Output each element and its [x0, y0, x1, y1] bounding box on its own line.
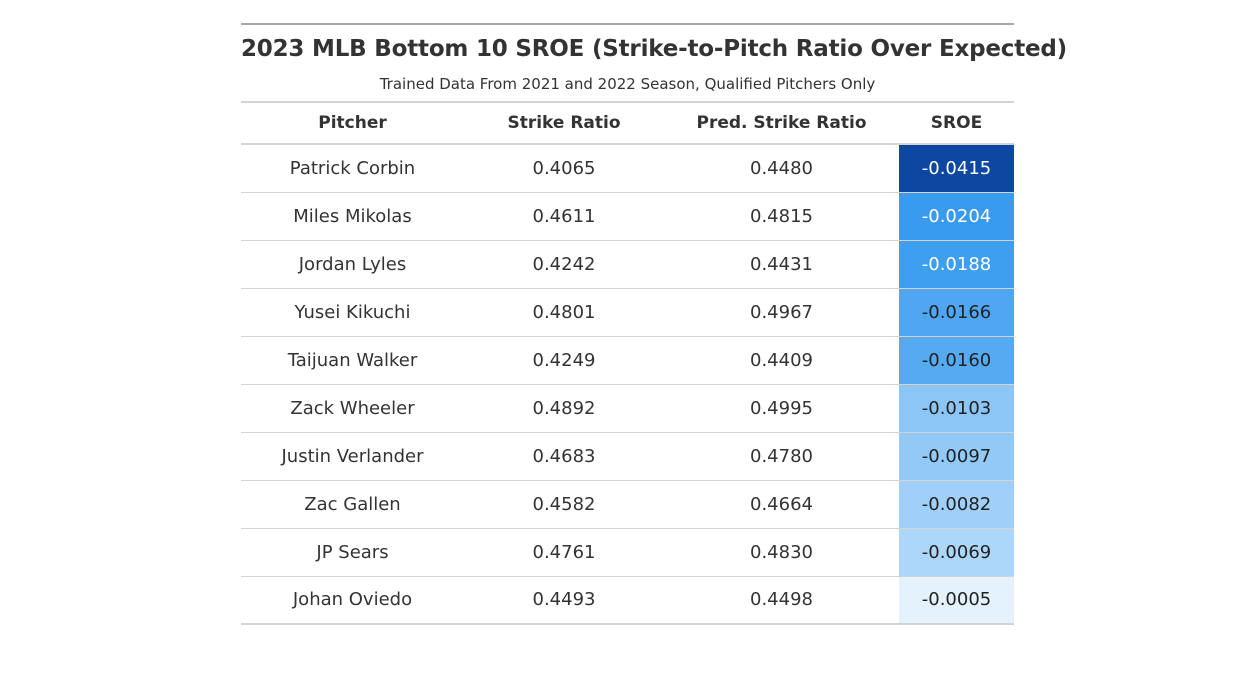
table-row: Yusei Kikuchi 0.4801 0.4967 -0.0166	[241, 288, 1014, 336]
header-row: Pitcher Strike Ratio Pred. Strike Ratio …	[241, 102, 1014, 144]
cell-pred-strike-ratio: 0.4815	[750, 205, 813, 227]
cell-strike-ratio: 0.4065	[532, 157, 596, 179]
cell-pitcher: JP Sears	[316, 541, 389, 563]
cell-strike-ratio: 0.4892	[532, 397, 596, 419]
cell-sroe: -0.0204	[899, 192, 1014, 240]
column-header-strike-ratio: Strike Ratio	[507, 113, 621, 133]
cell-pred-strike-ratio: 0.4431	[750, 253, 813, 275]
cell-sroe: -0.0103	[899, 384, 1014, 432]
cell-sroe: -0.0160	[899, 336, 1014, 384]
table-body: Patrick Corbin 0.4065 0.4480 -0.0415 Miles M…	[241, 144, 1014, 624]
cell-strike-ratio: 0.4683	[532, 445, 596, 467]
cell-pred-strike-ratio: 0.4780	[750, 445, 813, 467]
cell-pitcher: Zac Gallen	[304, 493, 401, 515]
table-row: Miles Mikolas 0.4611 0.4815 -0.0204	[241, 192, 1014, 240]
cell-strike-ratio: 0.4761	[532, 541, 596, 563]
cell-pitcher: Justin Verlander	[281, 445, 424, 467]
cell-pitcher: Zack Wheeler	[290, 397, 415, 419]
cell-strike-ratio: 0.4611	[532, 205, 596, 227]
table-row: JP Sears 0.4761 0.4830 -0.0069	[241, 528, 1014, 576]
cell-strike-ratio: 0.4493	[532, 589, 596, 611]
cell-strike-ratio: 0.4582	[532, 493, 596, 515]
column-header-sroe: SROE	[930, 113, 983, 133]
cell-pitcher: Jordan Lyles	[298, 253, 407, 275]
sroe-table: Pitcher Strike Ratio Pred. Strike Ratio …	[241, 101, 1014, 625]
cell-pitcher: Yusei Kikuchi	[294, 301, 411, 323]
table-row: Taijuan Walker 0.4249 0.4409 -0.0160	[241, 336, 1014, 384]
table-row: Patrick Corbin 0.4065 0.4480 -0.0415	[241, 144, 1014, 192]
cell-strike-ratio: 0.4242	[532, 253, 596, 275]
cell-sroe: -0.0188	[899, 240, 1014, 288]
cell-pred-strike-ratio: 0.4664	[750, 493, 813, 515]
cell-pitcher: Johan Oviedo	[292, 589, 413, 611]
cell-sroe: -0.0005	[899, 576, 1014, 624]
table-header: Pitcher Strike Ratio Pred. Strike Ratio …	[241, 102, 1014, 144]
cell-pitcher: Patrick Corbin	[289, 157, 416, 179]
cell-pred-strike-ratio: 0.4498	[750, 589, 813, 611]
column-header-pitcher: Pitcher	[318, 113, 387, 133]
cell-pred-strike-ratio: 0.4830	[750, 541, 813, 563]
cell-strike-ratio: 0.4801	[532, 301, 596, 323]
sroe-table-container: 2023 MLB Bottom 10 SROE (Strike-to-Pitch…	[241, 23, 1067, 625]
table-row: Zac Gallen 0.4582 0.4664 -0.0082	[241, 480, 1014, 528]
top-rule	[241, 23, 1014, 25]
table-title: 2023 MLB Bottom 10 SROE (Strike-to-Pitch…	[241, 36, 1067, 62]
table-row: Johan Oviedo 0.4493 0.4498 -0.0005	[241, 576, 1014, 624]
cell-pred-strike-ratio: 0.4409	[750, 349, 813, 371]
table-subtitle: Trained Data From 2021 and 2022 Season, …	[379, 75, 876, 93]
cell-pitcher: Taijuan Walker	[287, 349, 418, 371]
cell-sroe: -0.0082	[899, 480, 1014, 528]
cell-pitcher: Miles Mikolas	[293, 205, 412, 227]
column-header-pred-strike-ratio: Pred. Strike Ratio	[696, 113, 867, 133]
cell-sroe: -0.0069	[899, 528, 1014, 576]
table-row: Justin Verlander 0.4683 0.4780 -0.0097	[241, 432, 1014, 480]
cell-strike-ratio: 0.4249	[532, 349, 596, 371]
cell-pred-strike-ratio: 0.4967	[750, 301, 813, 323]
cell-pred-strike-ratio: 0.4995	[750, 397, 813, 419]
cell-sroe: -0.0415	[899, 144, 1014, 192]
table-row: Zack Wheeler 0.4892 0.4995 -0.0103	[241, 384, 1014, 432]
cell-sroe: -0.0166	[899, 288, 1014, 336]
cell-sroe: -0.0097	[899, 432, 1014, 480]
table-row: Jordan Lyles 0.4242 0.4431 -0.0188	[241, 240, 1014, 288]
cell-pred-strike-ratio: 0.4480	[750, 157, 813, 179]
